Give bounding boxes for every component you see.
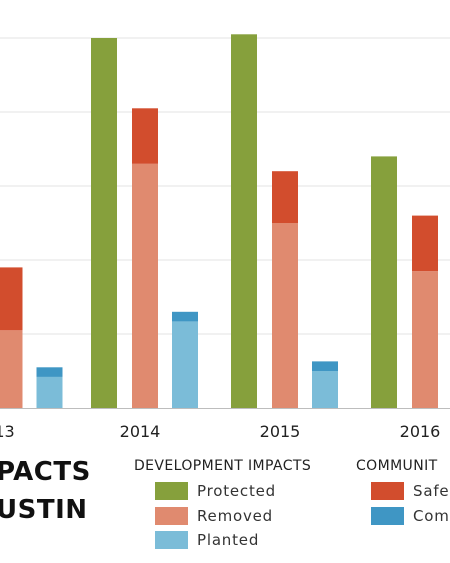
legend-label-safe: Safe [413, 482, 450, 500]
x-tick-label-2015: 2015 [260, 422, 301, 441]
bar-safe-2016 [412, 215, 438, 272]
bar-protected-2015 [231, 34, 257, 409]
legend-heading-community: COMMUNIT [356, 458, 438, 474]
bar-removed-2013 [0, 330, 23, 408]
legend-swatch-protected [155, 482, 188, 500]
bar-planted-2013 [36, 376, 63, 408]
x-tick-label-2014: 2014 [120, 422, 161, 441]
bar-safe-2015 [272, 171, 298, 223]
chart-title-line-2: USTIN [0, 495, 88, 525]
legend-swatch-planted [155, 531, 188, 549]
x-tick-label-2013: 13 [0, 422, 15, 441]
bar-protected-2016 [371, 156, 397, 408]
bar-planted-2015 [312, 371, 338, 408]
legend-label-planted: Planted [197, 531, 260, 549]
legend-label-removed: Removed [197, 507, 273, 525]
legend-label-protected: Protected [197, 482, 276, 500]
legend-heading-development: DEVELOPMENT IMPACTS [134, 458, 312, 474]
chart-title-line-1: PACTS [0, 457, 91, 487]
bar-com-2015 [312, 361, 338, 371]
bar-protected-2014 [91, 38, 117, 408]
legend-swatch-removed [155, 507, 188, 525]
bar-chart: 13 2014 2015 2016 [0, 34, 450, 441]
bar-com-2013 [36, 367, 63, 377]
legend-label-com: Com [413, 507, 450, 525]
bar-removed-2015 [272, 223, 298, 408]
bar-com-2014 [172, 311, 198, 322]
bar-removed-2014 [132, 163, 158, 408]
legend-swatch-com [371, 507, 404, 525]
legend-swatch-safe [371, 482, 404, 500]
x-tick-label-2016: 2016 [400, 422, 441, 441]
bar-safe-2014 [132, 108, 158, 164]
bar-planted-2014 [172, 321, 198, 408]
bar-removed-2016 [412, 271, 438, 408]
bar-safe-2013 [0, 267, 23, 331]
